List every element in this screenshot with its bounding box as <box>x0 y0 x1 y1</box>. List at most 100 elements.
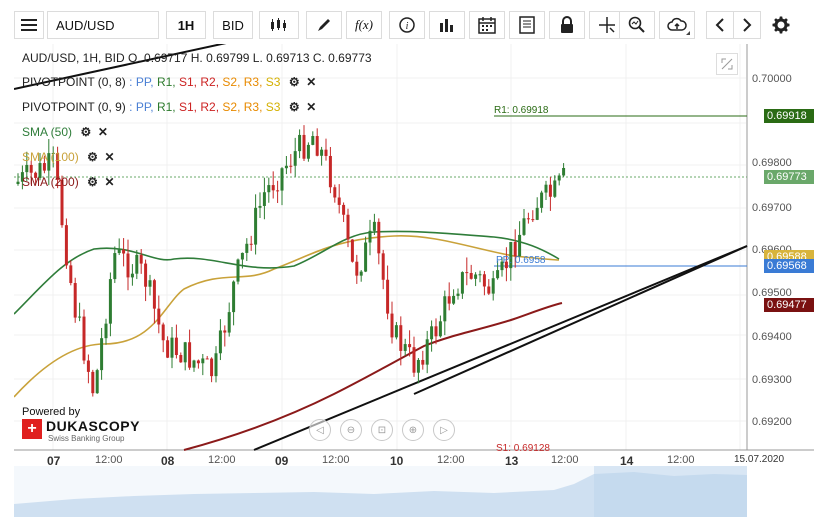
candle-body <box>381 253 385 280</box>
r3-level: R3, <box>243 75 263 89</box>
indicators-button[interactable]: f(x) <box>346 11 382 39</box>
zoom-out-button[interactable]: ⊖ <box>340 419 362 441</box>
candle-body <box>86 360 90 372</box>
r1-level: R1, <box>156 100 176 114</box>
candle-body <box>359 271 363 276</box>
s3-level: S3 <box>265 75 281 89</box>
close-icon[interactable]: ✕ <box>97 125 108 139</box>
hamburger-icon <box>21 19 37 31</box>
candle-body <box>540 192 544 208</box>
pp-level: : PP, <box>129 75 154 89</box>
candle-body <box>42 163 46 171</box>
nav-left-button[interactable]: ◁ <box>309 419 331 441</box>
candle-body <box>64 225 68 266</box>
close-icon[interactable]: ✕ <box>306 100 317 114</box>
close-icon[interactable]: ✕ <box>104 175 115 189</box>
r2-level: R2, <box>200 100 220 114</box>
gear-icon[interactable]: ⚙ <box>87 175 98 189</box>
gear-icon[interactable]: ⚙ <box>288 100 300 114</box>
candle-body <box>474 274 478 279</box>
candle-body <box>482 274 486 287</box>
settings-button[interactable] <box>767 11 795 39</box>
cloud-upload-icon <box>667 17 687 31</box>
pivot-legend-2: PIVOTPOINT (0, 9) : PP, R1, S1, R2, S2, … <box>22 100 318 114</box>
sma200-legend: SMA (200) ⚙ ✕ <box>22 175 116 189</box>
candle-body <box>47 153 51 171</box>
share-button[interactable] <box>659 11 695 39</box>
trend-line <box>253 245 748 451</box>
candle-body <box>364 242 368 272</box>
candle-body <box>210 358 214 377</box>
y-tick-label: 0.69500 <box>752 287 792 299</box>
gear-icon[interactable]: ⚙ <box>87 150 98 164</box>
info-button[interactable]: i <box>389 11 425 39</box>
r1-price-tag: 0.69918 <box>764 109 814 123</box>
candle-body <box>258 205 262 208</box>
candle-body <box>174 337 178 356</box>
gear-icon[interactable]: ⚙ <box>288 75 300 89</box>
candle-body <box>91 371 95 394</box>
fit-button[interactable]: ⊡ <box>371 419 393 441</box>
scroll-left-button[interactable] <box>706 11 734 39</box>
gear-icon[interactable]: ⚙ <box>80 125 92 139</box>
candle-body <box>254 207 258 245</box>
candle-body <box>108 279 112 324</box>
candle-body <box>29 164 33 173</box>
x-tick-label: 12:00 <box>208 454 236 466</box>
candle-body <box>34 172 38 178</box>
candle-body <box>421 359 425 365</box>
timeframe-label: 1H <box>177 17 195 33</box>
candle-body <box>368 230 372 243</box>
pp-annotation: PP: 0.6958 <box>496 255 546 266</box>
candle-body <box>236 259 240 282</box>
draw-tools-button[interactable] <box>306 11 342 39</box>
ohlc-header: AUD/USD, 1H, BID O. 0.69717 H. 0.69799 L… <box>22 51 372 65</box>
symbol-selector[interactable]: AUD/USD <box>47 11 159 39</box>
candle-body <box>320 149 324 156</box>
candle-body <box>355 261 359 276</box>
candle-body <box>223 330 227 333</box>
powered-by-label: Powered by <box>22 406 81 418</box>
candle-body <box>430 326 434 340</box>
chart-type-button[interactable] <box>259 11 299 39</box>
candle-body <box>522 218 526 235</box>
pivot-legend-1: PIVOTPOINT (0, 8) : PP, R1, S1, R2, S2, … <box>22 75 318 89</box>
navigator-window <box>594 466 747 517</box>
menu-button[interactable] <box>14 11 44 39</box>
candle-body <box>311 136 315 145</box>
expand-button[interactable] <box>716 53 738 75</box>
r1-annotation: R1: 0.69918 <box>494 105 549 116</box>
calendar-button[interactable] <box>469 11 505 39</box>
s1-annotation: S1: 0.69128 <box>496 443 550 454</box>
svg-text:i: i <box>406 21 409 32</box>
candle-body <box>544 184 548 193</box>
close-icon[interactable]: ✕ <box>306 75 317 89</box>
dropdown-caret-icon <box>686 31 690 35</box>
timeframe-selector[interactable]: 1H <box>166 11 206 39</box>
zoom-icon <box>628 16 645 33</box>
y-tick-label: 0.69700 <box>752 202 792 214</box>
zoom-button[interactable] <box>619 11 655 39</box>
candle-body <box>232 281 236 313</box>
y-tick-label: 0.69300 <box>752 374 792 386</box>
scroll-right-button[interactable] <box>733 11 761 39</box>
close-icon[interactable]: ✕ <box>104 150 115 164</box>
candle-body <box>122 249 126 254</box>
y-tick-label: 0.69200 <box>752 416 792 428</box>
candle-body <box>38 163 42 178</box>
sma100-legend: SMA (100) ⚙ ✕ <box>22 150 116 164</box>
lock-button[interactable] <box>549 11 585 39</box>
chart-canvas[interactable] <box>14 44 814 517</box>
side-selector[interactable]: BID <box>213 11 253 39</box>
info-icon: i <box>399 17 415 33</box>
zoom-in-button[interactable]: ⊕ <box>402 419 424 441</box>
price-chart[interactable] <box>14 44 814 517</box>
x-tick-label: 13 <box>505 454 519 468</box>
candle-body <box>509 242 513 269</box>
news-button[interactable] <box>509 11 545 39</box>
fx-label: f(x) <box>354 17 374 32</box>
candle-body <box>298 134 302 152</box>
x-tick-label: 10 <box>390 454 404 468</box>
nav-right-button[interactable]: ▷ <box>433 419 455 441</box>
volume-button[interactable] <box>429 11 465 39</box>
